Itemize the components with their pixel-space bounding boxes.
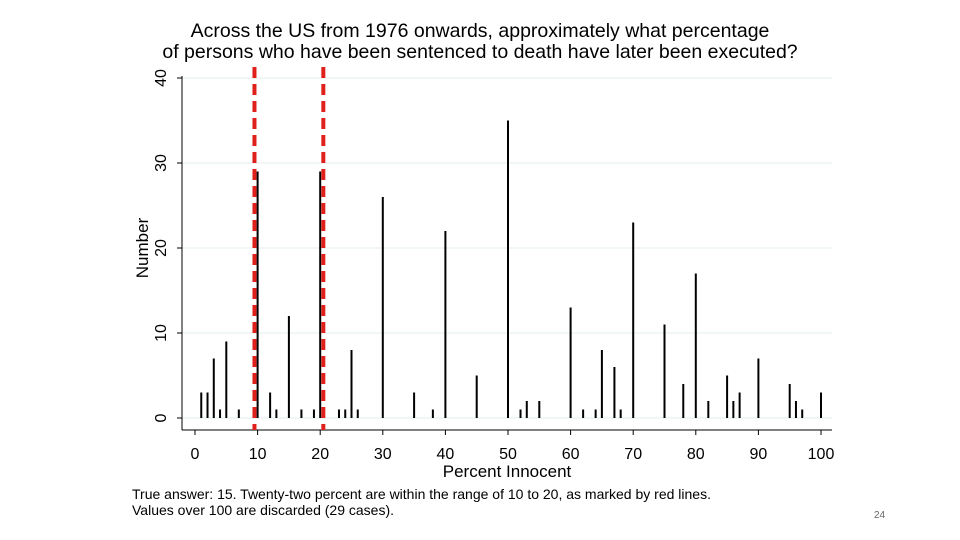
tick-labels: 0 10 20 30 40 0 10 20 30 40 50 60 70 80 90 100 <box>153 69 834 463</box>
chart-title: Across the US from 1976 onwards, approxi… <box>130 21 830 63</box>
x-tick-label: 0 <box>191 446 200 463</box>
y-axis-label: Number <box>133 217 152 278</box>
x-axis-label: Percent Innocent <box>443 462 572 481</box>
x-tick-label: 30 <box>374 446 392 463</box>
page-number: 24 <box>874 510 886 521</box>
footnote-line-2: Values over 100 are discarded (29 cases)… <box>132 502 394 518</box>
footnote-line-1: True answer: 15. Twenty-two percent are … <box>132 486 711 502</box>
y-tick-label: 30 <box>153 154 170 172</box>
y-tick-label: 20 <box>153 239 170 257</box>
x-tick-label: 20 <box>311 446 329 463</box>
axes <box>177 76 832 435</box>
reference-lines <box>252 67 326 430</box>
x-tick-label: 80 <box>687 446 705 463</box>
x-tick-label: 100 <box>808 446 835 463</box>
x-tick-label: 60 <box>562 446 580 463</box>
x-tick-label: 90 <box>750 446 768 463</box>
x-tick-label: 40 <box>437 446 455 463</box>
x-tick-label: 50 <box>499 446 517 463</box>
x-tick-label: 10 <box>249 446 267 463</box>
y-tick-label: 0 <box>153 413 170 422</box>
title-line-1: Across the US from 1976 onwards, approxi… <box>190 20 770 42</box>
y-tick-label: 10 <box>153 324 170 342</box>
footnote: True answer: 15. Twenty-two percent are … <box>132 486 711 518</box>
bars <box>200 120 822 418</box>
x-tick-label: 70 <box>624 446 642 463</box>
title-line-2: of persons who have been sentenced to de… <box>162 41 798 63</box>
y-tick-label: 40 <box>153 69 170 87</box>
